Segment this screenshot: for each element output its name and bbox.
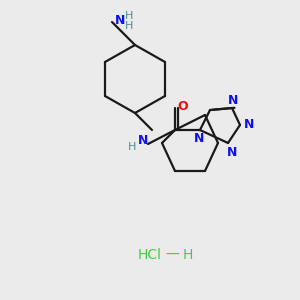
Text: HCl: HCl bbox=[138, 248, 162, 262]
Text: H: H bbox=[128, 142, 136, 152]
Text: N: N bbox=[228, 94, 238, 106]
Text: N: N bbox=[115, 14, 125, 26]
Text: —: — bbox=[165, 248, 179, 262]
Text: H: H bbox=[125, 11, 133, 21]
Text: N: N bbox=[244, 118, 254, 131]
Text: N: N bbox=[227, 146, 237, 158]
Text: N: N bbox=[138, 134, 148, 146]
Text: H: H bbox=[125, 21, 133, 31]
Text: O: O bbox=[178, 100, 188, 113]
Text: H: H bbox=[183, 248, 193, 262]
Text: N: N bbox=[194, 133, 204, 146]
